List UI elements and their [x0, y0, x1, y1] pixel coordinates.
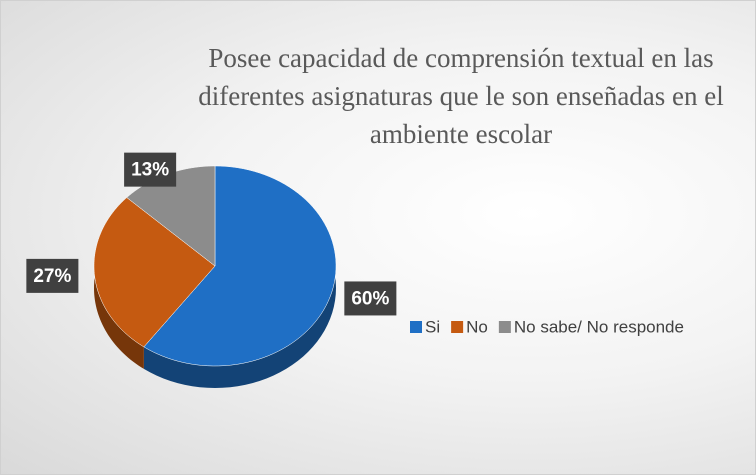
data-label-box: [124, 152, 177, 187]
legend-swatch: [451, 321, 464, 333]
slice: [143, 165, 337, 367]
data-label: 13%: [124, 152, 177, 187]
data-label-box: [344, 281, 397, 316]
slice-side: [143, 166, 336, 388]
legend-label: No: [466, 317, 488, 336]
data-label: 27%: [26, 258, 79, 293]
legend-label: Si: [425, 317, 440, 336]
slice: [93, 197, 216, 348]
chart-title: Posee capacidad de comprensión textual e…: [198, 43, 724, 149]
data-label-box: [26, 258, 79, 293]
data-label: 60%: [344, 281, 397, 316]
data-label-text: 27%: [33, 266, 71, 287]
legend-swatch: [410, 321, 422, 333]
legend-label: No sabe/ No responde: [514, 317, 684, 336]
data-label-text: 13%: [131, 160, 169, 181]
legend-swatch: [498, 321, 511, 333]
data-label-text: 60%: [351, 288, 389, 309]
